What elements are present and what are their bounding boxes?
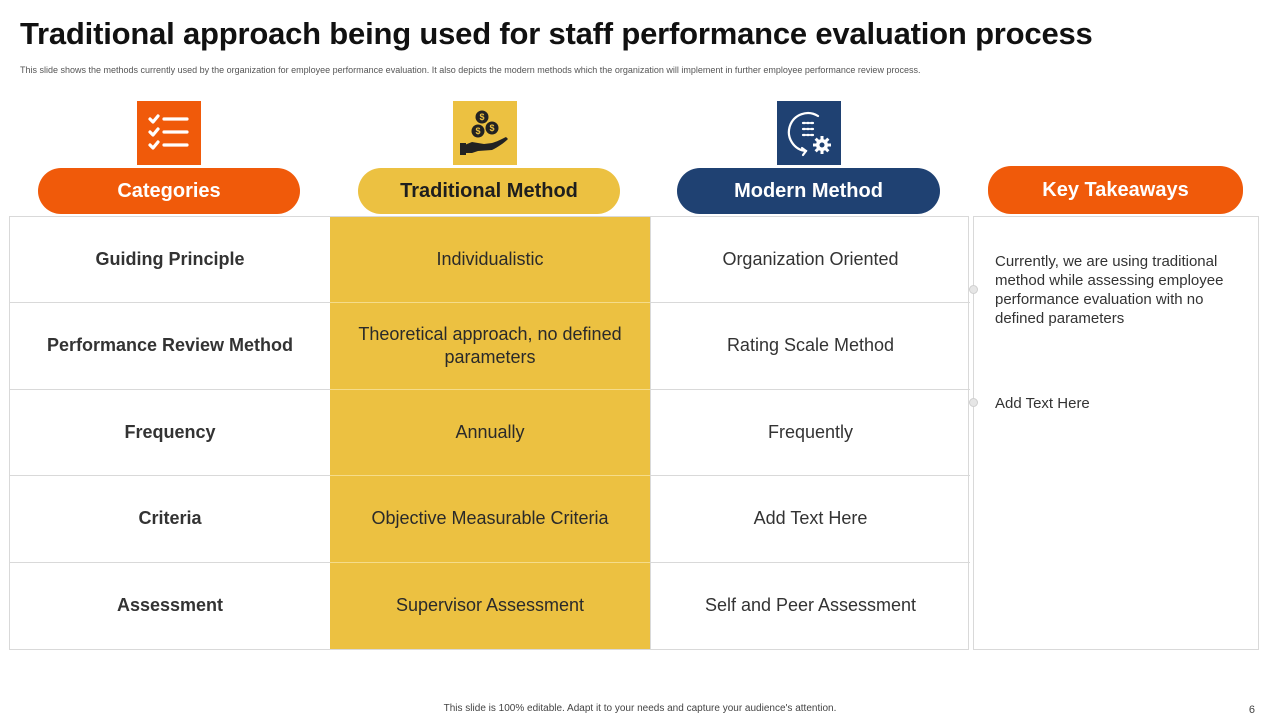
process-gear-icon [777, 101, 841, 165]
page-title: Traditional approach being used for staf… [20, 16, 1093, 51]
modern-cell: Add Text Here [650, 476, 970, 563]
bullet-dot-icon [969, 398, 978, 407]
modern-cell: Organization Oriented [650, 217, 970, 304]
traditional-cell: Annually [330, 389, 650, 477]
footer-note: This slide is 100% editable. Adapt it to… [443, 703, 837, 714]
category-cell: Frequency [10, 390, 330, 477]
category-cell: Performance Review Method [10, 303, 330, 390]
checklist-icon [137, 101, 201, 165]
page-subtitle: This slide shows the methods currently u… [20, 65, 921, 75]
bullet-dot-icon [969, 285, 978, 294]
comparison-table: Guiding Principle Individualistic Organi… [9, 216, 970, 650]
categories-header: Categories [38, 168, 300, 214]
category-cell: Guiding Principle [10, 217, 330, 304]
traditional-method-header: Traditional Method [358, 168, 620, 214]
category-cell: Assessment [116, 595, 224, 616]
takeaway-text: Add Text Here [995, 395, 1090, 412]
svg-text:$: $ [479, 112, 484, 122]
svg-text:$: $ [475, 126, 480, 136]
traditional-cell: Objective Measurable Criteria [330, 476, 650, 563]
key-takeaways-panel: Currently, we are using traditional meth… [969, 216, 1259, 650]
traditional-cell: Theoretical approach, no defined paramet… [330, 303, 650, 390]
coins-hand-icon: $ $ $ [453, 101, 517, 165]
page-number: 6 [1248, 704, 1255, 716]
modern-cell: Self and Peer Assessment [650, 562, 970, 649]
modern-cell: Rating Scale Method [650, 303, 970, 390]
modern-cell: Frequently [650, 389, 970, 477]
svg-text:$: $ [489, 123, 494, 133]
modern-method-header: Modern Method [677, 168, 940, 214]
key-takeaways-header: Key Takeaways [988, 166, 1243, 214]
traditional-cell: Supervisor Assessment [330, 562, 650, 649]
takeaway-text: Currently, we are using traditional meth… [995, 253, 1224, 327]
traditional-cell: Individualistic [330, 217, 650, 304]
category-cell: Criteria [10, 476, 330, 563]
